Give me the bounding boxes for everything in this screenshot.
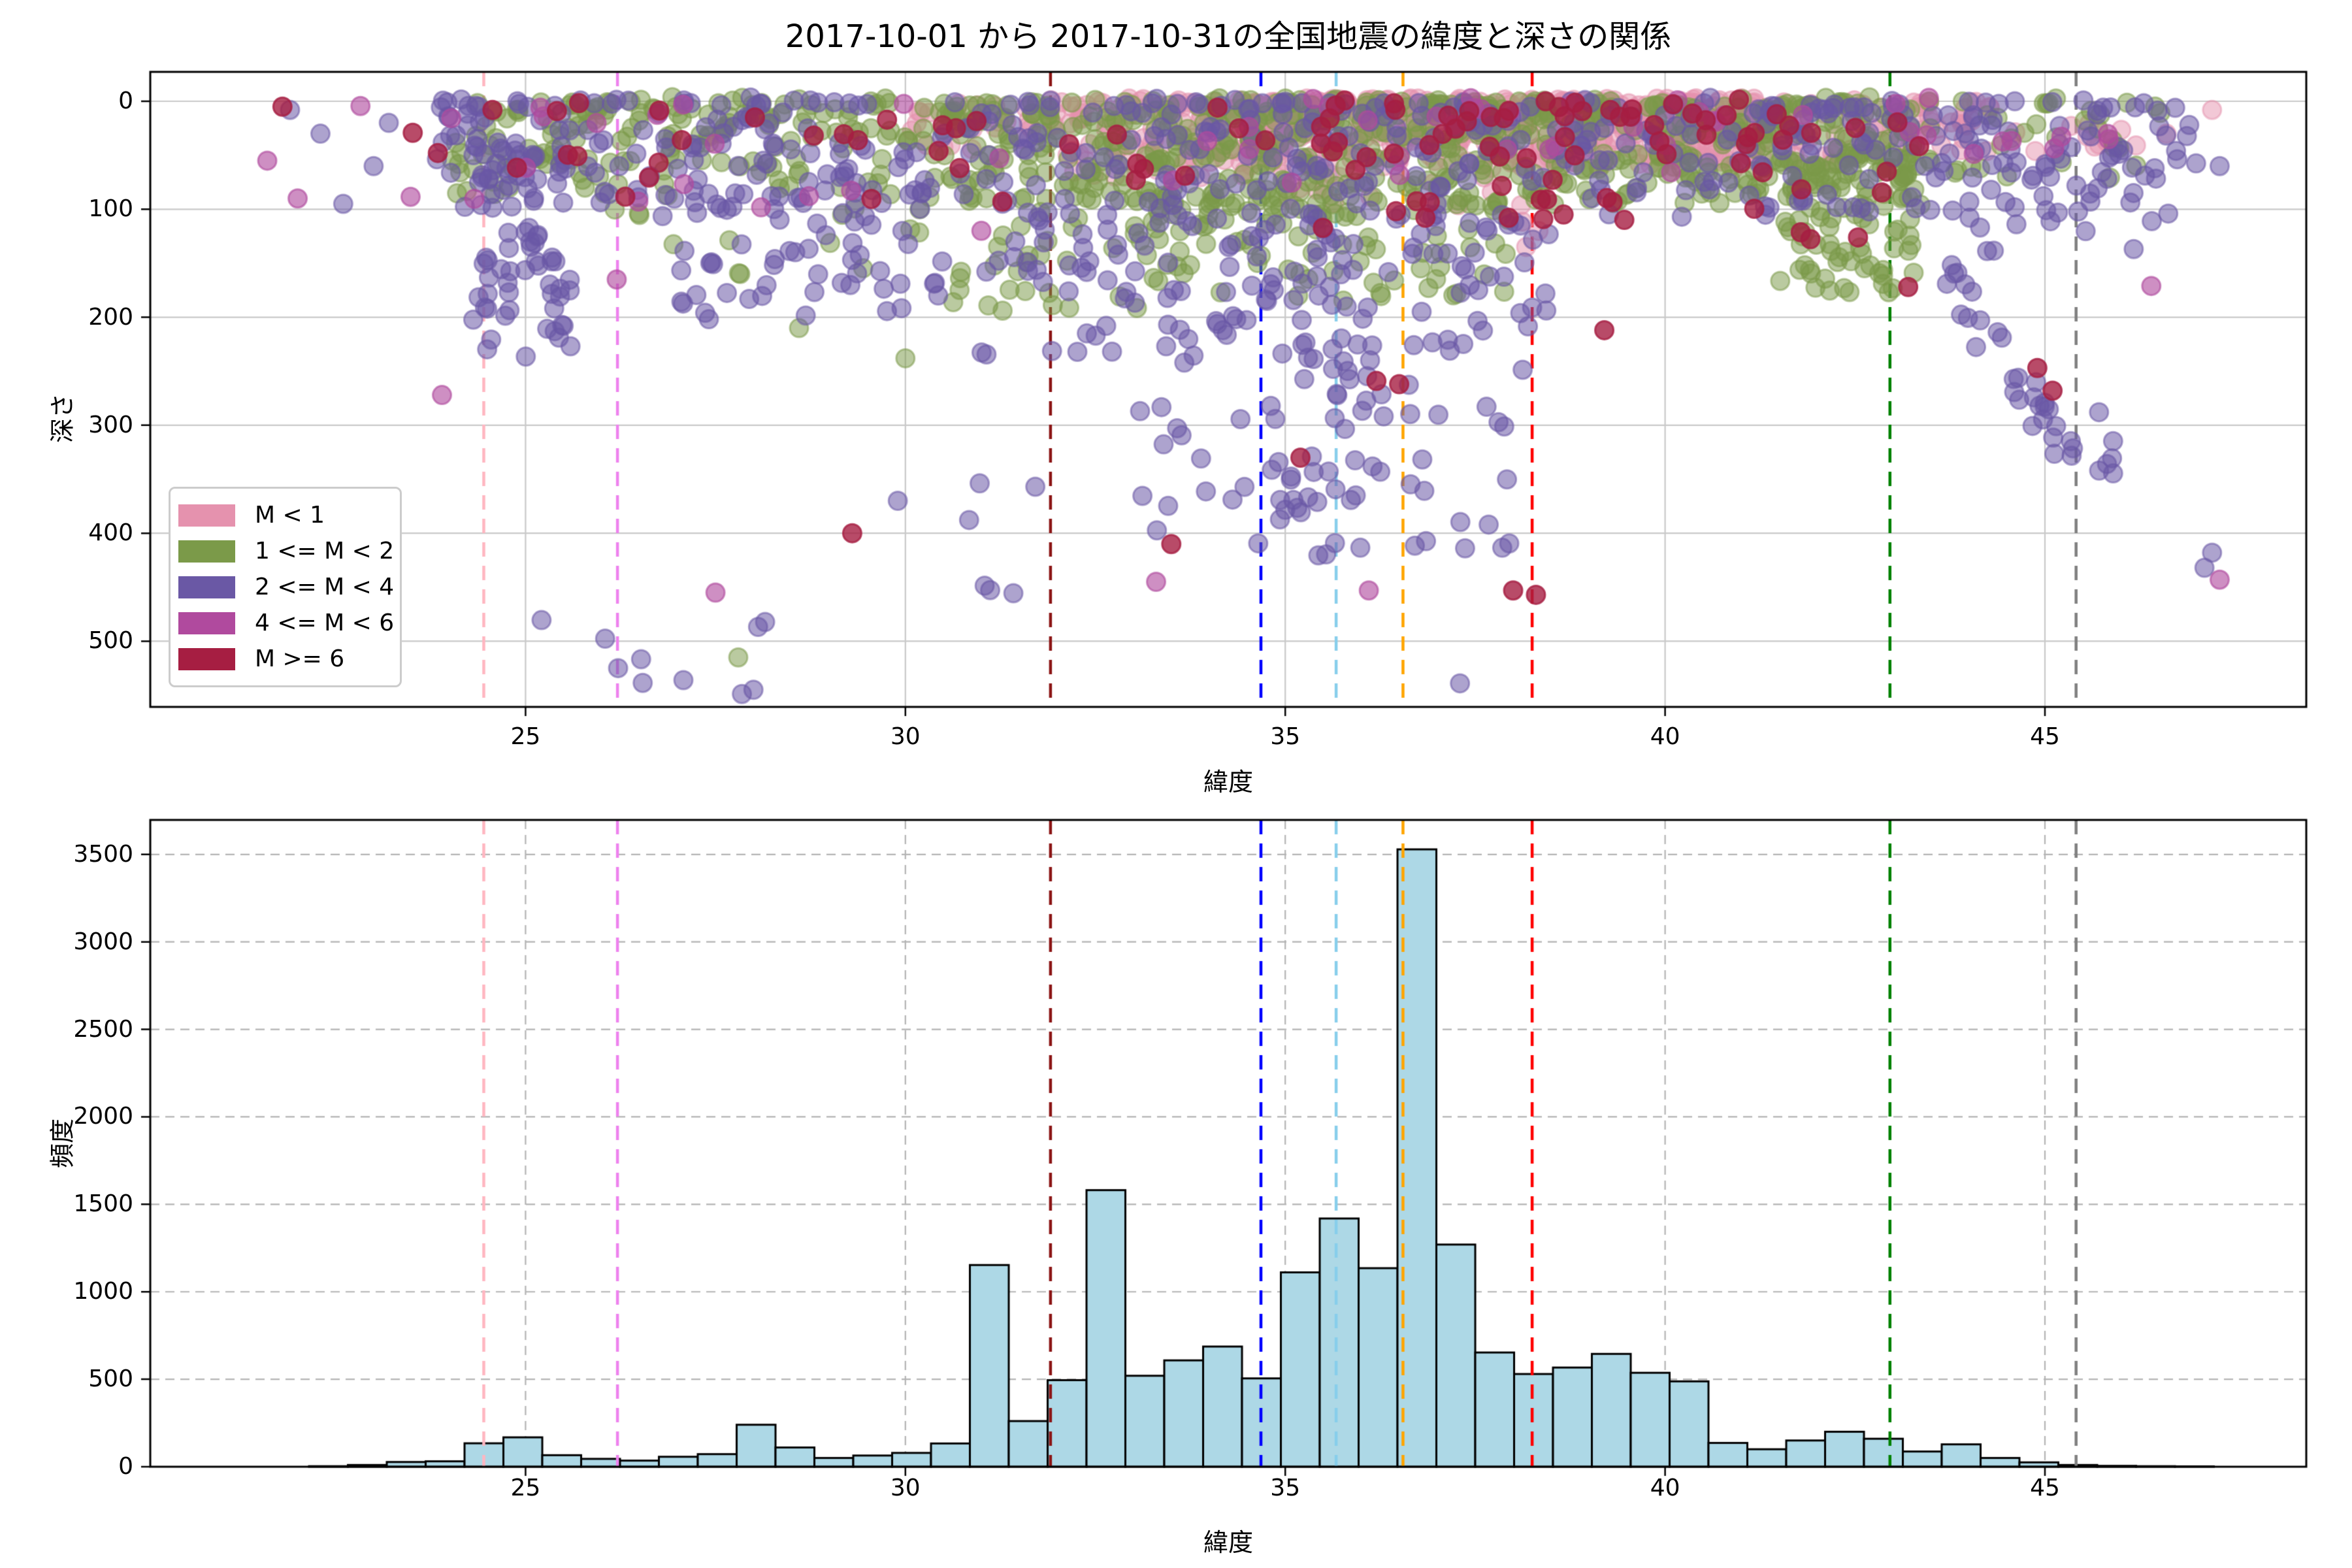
legend-item: 4 <= M < 6 — [178, 610, 400, 636]
histogram-x-tick-label: 25 — [510, 1475, 541, 1501]
scatter-x-tick-label: 45 — [2030, 723, 2060, 750]
legend-swatch — [178, 612, 235, 634]
histogram-y-tick-label: 3500 — [73, 840, 133, 868]
histogram-x-tick-label: 45 — [2030, 1475, 2060, 1501]
scatter-y-tick-label: 200 — [88, 303, 133, 331]
scatter-y-tick-label: 500 — [88, 627, 133, 655]
histogram-y-tick-label: 1500 — [73, 1190, 133, 1218]
legend-item-label: 1 <= M < 2 — [255, 538, 395, 564]
legend-swatch — [178, 504, 235, 527]
legend-item: M < 1 — [178, 502, 400, 529]
figure-title: 2017-10-01 から 2017-10-31の全国地震の緯度と深さの関係 — [785, 18, 1672, 55]
scatter-x-tick-label: 40 — [1650, 723, 1680, 750]
histogram-xlabel: 緯度 — [1203, 1528, 1253, 1557]
scatter-y-tick-label: 300 — [88, 411, 133, 438]
legend-item: 2 <= M < 4 — [178, 574, 400, 600]
scatter-x-tick-label: 25 — [510, 723, 541, 750]
histogram-x-tick-label: 40 — [1650, 1475, 1680, 1501]
scatter-xlabel: 緯度 — [1203, 768, 1253, 796]
scatter-x-tick-label: 35 — [1270, 723, 1301, 750]
histogram-x-tick-label: 35 — [1270, 1475, 1301, 1501]
legend-item-label: M < 1 — [255, 502, 325, 529]
legend-item-label: 2 <= M < 4 — [255, 574, 395, 600]
legend-item-label: 4 <= M < 6 — [255, 610, 395, 636]
histogram-y-tick-label: 2000 — [73, 1103, 133, 1130]
histogram-y-tick-label: 1000 — [73, 1278, 133, 1305]
legend-swatch — [178, 647, 235, 670]
legend: M < 1 1 <= M < 2 2 <= M < 4 4 <= M < 6 M >= … — [169, 487, 402, 687]
scatter-x-tick-label: 30 — [890, 723, 921, 750]
scatter-y-tick-label: 100 — [88, 195, 133, 223]
legend-swatch — [178, 540, 235, 563]
legend-item: M >= 6 — [178, 645, 400, 672]
histogram-y-tick-label: 2500 — [73, 1015, 133, 1043]
histogram-y-tick-label: 3000 — [73, 928, 133, 955]
histogram-x-tick-label: 30 — [890, 1475, 921, 1501]
scatter-y-tick-label: 400 — [88, 519, 133, 547]
histogram-y-tick-label: 500 — [88, 1365, 133, 1393]
legend-swatch — [178, 576, 235, 598]
legend-item: 1 <= M < 2 — [178, 538, 400, 564]
legend-item-label: M >= 6 — [255, 645, 345, 672]
histogram-y-tick-label: 0 — [118, 1453, 133, 1480]
scatter-y-tick-label: 0 — [118, 88, 133, 114]
